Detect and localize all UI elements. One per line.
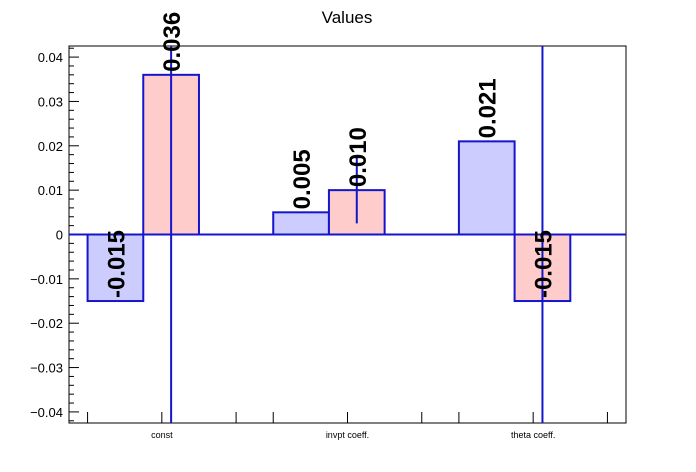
y-tick-label: −0.03: [30, 361, 63, 376]
x-category-label: invpt coeff.: [326, 430, 369, 440]
y-tick-label: −0.02: [30, 316, 63, 331]
chart-title: Values: [322, 8, 373, 27]
y-tick-label: 0: [56, 228, 63, 243]
bar-value-label: 0.005: [289, 149, 316, 209]
bar-value-label: 0.021: [475, 78, 502, 138]
y-tick-label: 0.01: [38, 183, 63, 198]
y-tick-label: −0.04: [30, 405, 63, 420]
bar-value-label: -0.015: [530, 230, 557, 298]
bar-value-label: 0.036: [159, 12, 186, 72]
bar-series-a: [86, 233, 145, 303]
bar-series-a: [272, 211, 330, 236]
bar-value-label: -0.015: [103, 230, 130, 298]
y-tick-label: −0.01: [30, 272, 63, 287]
x-category-label: theta coeff.: [511, 430, 555, 440]
y-tick-label: 0.03: [38, 94, 63, 109]
x-category-label: const: [151, 430, 173, 440]
bar-series-a: [457, 140, 516, 236]
y-tick-label: 0.02: [38, 139, 63, 154]
bar-value-label: 0.010: [345, 127, 372, 187]
y-tick-label: 0.04: [38, 50, 63, 65]
